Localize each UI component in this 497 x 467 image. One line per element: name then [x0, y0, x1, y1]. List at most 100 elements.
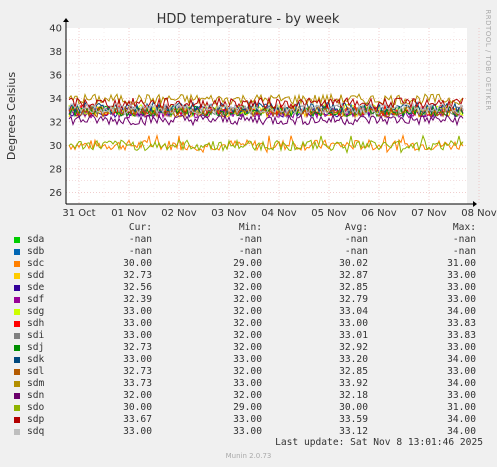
- legend-max: 34.00: [447, 306, 476, 317]
- legend-min: 33.00: [233, 354, 262, 365]
- y-tick-label: 28: [49, 164, 62, 175]
- legend-max: 33.00: [447, 294, 476, 305]
- x-tick-label: 05 Nov: [311, 208, 347, 219]
- y-tick-label: 34: [49, 94, 62, 105]
- series-lines: [68, 92, 464, 155]
- y-axis-arrow: [63, 18, 69, 22]
- legend-name: sdm: [27, 378, 45, 389]
- x-tick-label: 06 Nov: [361, 208, 397, 219]
- legend-row: sdf 32.39 32.00 32.79 33.00: [0, 294, 497, 306]
- legend-row: sdl 32.73 32.00 32.85 33.00: [0, 366, 497, 378]
- legend-cur: 33.00: [123, 330, 152, 341]
- rrdtool-watermark: RRDTOOL / TOBI OETIKER: [484, 9, 492, 110]
- y-tick-label: 32: [49, 117, 62, 128]
- legend: Cur: Min: Avg: Max: sda -nan -nan -nan -nan s…: [0, 222, 497, 438]
- legend-max: -nan: [452, 246, 476, 257]
- legend-min: 29.00: [233, 402, 262, 413]
- legend-min: 32.00: [233, 342, 262, 353]
- legend-avg: 32.87: [339, 270, 368, 281]
- legend-row: sdj 32.73 32.00 32.92 33.00: [0, 342, 497, 354]
- legend-name: sdk: [27, 354, 45, 365]
- legend-cur: 32.73: [123, 366, 152, 377]
- legend-avg: 30.00: [339, 402, 368, 413]
- axes: [63, 18, 477, 207]
- legend-cur: 33.67: [123, 414, 152, 425]
- x-tick-label: 07 Nov: [411, 208, 447, 219]
- legend-swatch: [14, 285, 20, 291]
- legend-swatch: [14, 321, 20, 327]
- legend-swatch: [14, 261, 20, 267]
- legend-cur: 30.00: [123, 402, 152, 413]
- legend-row: sdn 32.00 32.00 32.18 33.00: [0, 390, 497, 402]
- y-tick-label: 38: [49, 47, 62, 58]
- legend-avg: 32.85: [339, 366, 368, 377]
- min-header: Min:: [238, 222, 262, 233]
- legend-swatch: [14, 237, 20, 243]
- legend-cur: 32.73: [123, 342, 152, 353]
- legend-row: sdq 33.00 33.00 33.12 34.00: [0, 426, 497, 438]
- legend-avg: 33.20: [339, 354, 368, 365]
- legend-swatch: [14, 273, 20, 279]
- legend-max: 34.00: [447, 354, 476, 365]
- legend-cur: 32.56: [123, 282, 152, 293]
- legend-swatch: [14, 345, 20, 351]
- legend-swatch: [14, 417, 20, 423]
- legend-cur: 33.00: [123, 306, 152, 317]
- legend-avg: 32.18: [339, 390, 368, 401]
- x-axis-arrow: [473, 201, 477, 207]
- legend-swatch: [14, 405, 20, 411]
- legend-avg: -nan: [344, 234, 368, 245]
- legend-name: sdg: [27, 306, 45, 317]
- x-tick-label: 03 Nov: [211, 208, 247, 219]
- legend-row: sdp 33.67 33.00 33.59 34.00: [0, 414, 497, 426]
- legend-max: -nan: [452, 234, 476, 245]
- legend-avg: 33.59: [339, 414, 368, 425]
- avg-header: Avg:: [344, 222, 368, 233]
- legend-avg: 33.04: [339, 306, 368, 317]
- legend-name: sdc: [27, 258, 45, 269]
- legend-avg: 32.79: [339, 294, 368, 305]
- series-line-sdo: [68, 134, 464, 155]
- series-line-sdp: [68, 96, 464, 110]
- chart-title: HDD temperature - by week: [157, 12, 340, 27]
- legend-row: sdi 33.00 32.00 33.01 33.83: [0, 330, 497, 342]
- series-line-sdn: [68, 112, 464, 127]
- legend-row: sdm 33.73 33.00 33.92 34.00: [0, 378, 497, 390]
- legend-min: 32.00: [233, 330, 262, 341]
- y-tick-label: 36: [49, 70, 62, 81]
- legend-avg: 32.92: [339, 342, 368, 353]
- legend-min: 32.00: [233, 282, 262, 293]
- legend-min: 32.00: [233, 306, 262, 317]
- x-tick-labels: 31 Oct 01 Nov 02 Nov 03 Nov 04 Nov 05 Nov 06 N…: [62, 208, 496, 219]
- legend-name: sdb: [27, 246, 45, 257]
- y-axis-label: Degrees Celsius: [5, 72, 18, 161]
- series-line-sdc: [68, 133, 464, 154]
- legend-max: 33.83: [447, 330, 476, 341]
- legend-avg: 33.01: [339, 330, 368, 341]
- legend-min: 32.00: [233, 366, 262, 377]
- legend-max: 33.00: [447, 390, 476, 401]
- legend-swatch: [14, 249, 20, 255]
- x-tick-label: 02 Nov: [161, 208, 197, 219]
- legend-row: sda -nan -nan -nan -nan: [0, 234, 497, 246]
- legend-avg: 33.00: [339, 318, 368, 329]
- legend-row: sdh 33.00 32.00 33.00 33.83: [0, 318, 497, 330]
- y-tick-labels: 26 28 30 32 34 36 38 40: [49, 24, 62, 199]
- legend-name: sdj: [27, 342, 45, 353]
- legend-min: -nan: [238, 246, 262, 257]
- legend-max: 33.00: [447, 342, 476, 353]
- series-line-sdm: [68, 92, 464, 106]
- legend-name: sdi: [27, 330, 45, 341]
- last-update: Last update: Sat Nov 8 13:01:46 2025: [275, 437, 483, 448]
- legend-max: 33.00: [447, 366, 476, 377]
- legend-name: sdq: [27, 426, 45, 437]
- legend-swatch: [14, 381, 20, 387]
- legend-swatch: [14, 357, 20, 363]
- legend-avg: 30.02: [339, 258, 368, 269]
- legend-name: sdf: [27, 294, 45, 305]
- legend-name: sdh: [27, 318, 45, 329]
- legend-swatch: [14, 309, 20, 315]
- y-tick-label: 40: [49, 24, 62, 35]
- x-tick-label: 01 Nov: [111, 208, 147, 219]
- legend-max: 34.00: [447, 414, 476, 425]
